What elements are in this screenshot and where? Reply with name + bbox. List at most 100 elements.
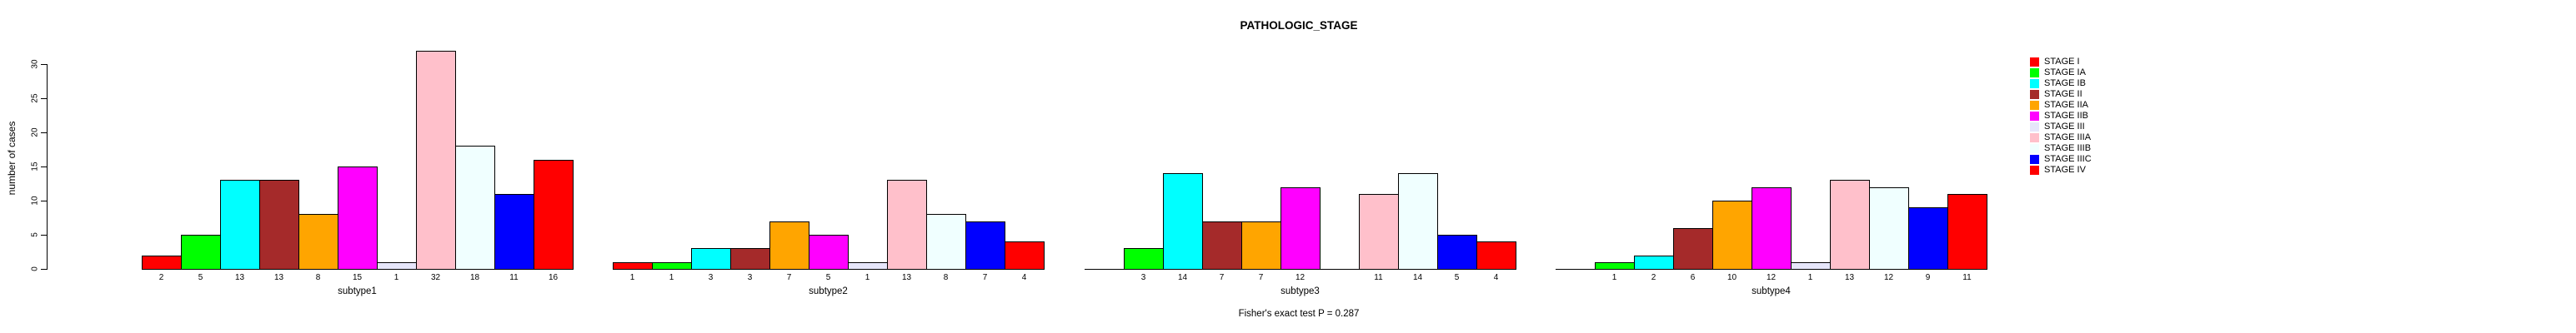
bar-subtype2-stage-ia: [652, 262, 692, 270]
y-tick-label: 25: [30, 93, 40, 103]
bar-subtype3-stage-ib: [1163, 173, 1203, 270]
bar-subtype4-stage-ia: [1595, 262, 1635, 270]
bar-subtype1-stage-ii: [259, 180, 299, 270]
bar-value-label: 14: [1412, 273, 1423, 282]
bar-subtype4-stage-ib: [1634, 256, 1674, 270]
bar-subtype3-stage-iib: [1280, 187, 1321, 270]
y-tick-label: 10: [30, 196, 40, 206]
legend-swatch: [2030, 165, 2039, 175]
bar-subtype2-stage-iib: [809, 235, 849, 270]
subplot-label-subtype1: subtype1: [338, 286, 377, 296]
bar-value-label: 6: [1690, 273, 1696, 282]
subplot-label-subtype4: subtype4: [1752, 286, 1791, 296]
bar-value-label: 4: [1493, 273, 1499, 282]
y-tick: [41, 64, 47, 65]
bar-value-label: 5: [198, 273, 203, 282]
bar-value-label: 1: [669, 273, 674, 282]
y-tick: [41, 269, 47, 270]
bar-subtype4-stage-iv: [1947, 194, 1987, 270]
legend-label: STAGE IA: [2044, 67, 2086, 77]
bar-value-label: 1: [629, 273, 635, 282]
bar-value-label: 8: [943, 273, 949, 282]
legend-label: STAGE IIIB: [2044, 142, 2092, 153]
bar-value-label: 3: [747, 273, 753, 282]
bar-subtype1-stage-iv: [534, 160, 574, 270]
y-tick-label: 0: [30, 266, 40, 271]
bar-subtype2-stage-ii: [730, 248, 770, 270]
chart-title: PATHOLOGIC_STAGE: [1240, 19, 1358, 32]
bar-subtype3-stage-ia: [1124, 248, 1164, 270]
legend-label: STAGE II: [2044, 88, 2082, 99]
bar-value-label: 1: [1807, 273, 1813, 282]
bar-subtype1-stage-iiic: [494, 194, 534, 270]
bar-value-label: 2: [158, 273, 164, 282]
bar-subtype4-stage-iiic: [1908, 207, 1948, 270]
bar-subtype3-stage-iv: [1476, 241, 1516, 270]
bar-subtype1-stage-iiib: [455, 146, 495, 270]
legend-swatch: [2030, 111, 2039, 121]
bar-value-label: 14: [1177, 273, 1188, 282]
bar-value-label: 32: [430, 273, 441, 282]
legend-swatch: [2030, 57, 2039, 67]
legend-swatch: [2030, 89, 2039, 99]
bar-subtype1-stage-i: [142, 256, 182, 270]
bar-subtype1-stage-ia: [181, 235, 221, 270]
bar-subtype1-stage-iib: [338, 166, 378, 270]
bar-value-label: 13: [234, 273, 245, 282]
legend-label: STAGE III: [2044, 121, 2085, 132]
bar-value-label: 1: [393, 273, 399, 282]
bar-subtype4-stage-iib: [1752, 187, 1792, 270]
legend-swatch: [2030, 132, 2039, 142]
y-axis-label: number of cases: [6, 121, 18, 196]
bar-subtype2-stage-ib: [691, 248, 731, 270]
bar-value-label: 10: [1727, 273, 1737, 282]
bar-subtype2-stage-iii: [848, 262, 888, 270]
bar-value-label: 5: [825, 273, 831, 282]
bar-value-label: 5: [1454, 273, 1460, 282]
bar-subtype3-stage-iia: [1241, 221, 1281, 270]
bar-value-label: 7: [1258, 273, 1264, 282]
legend-label: STAGE IIB: [2044, 110, 2088, 121]
bar-subtype4-stage-ii: [1673, 228, 1713, 270]
bar-subtype4-stage-iia: [1712, 201, 1752, 270]
bar-subtype1-stage-ib: [220, 180, 260, 270]
legend-swatch: [2030, 143, 2039, 153]
bar-value-label: 3: [708, 273, 714, 282]
y-tick: [41, 166, 47, 167]
y-tick-label: 15: [30, 162, 40, 171]
bar-value-label: 4: [1021, 273, 1027, 282]
bar-value-label: 13: [273, 273, 284, 282]
bar-value-label: 1: [1611, 273, 1617, 282]
bar-value-label: 11: [1962, 273, 1972, 282]
bar-value-label: 11: [509, 273, 519, 282]
bar-subtype1-stage-iii: [377, 262, 417, 270]
bar-subtype4-stage-iii: [1791, 262, 1831, 270]
bar-subtype1-stage-iia: [298, 214, 338, 270]
bar-subtype2-stage-i: [613, 262, 653, 270]
bar-subtype3-stage-iiia: [1359, 194, 1399, 270]
bar-value-label: 13: [901, 273, 912, 282]
bar-value-label: 16: [548, 273, 559, 282]
bar-value-label: 12: [1883, 273, 1894, 282]
bar-value-label: 8: [315, 273, 321, 282]
bar-subtype3-stage-iiic: [1437, 235, 1477, 270]
legend-swatch: [2030, 122, 2039, 132]
legend-label: STAGE IV: [2044, 164, 2086, 175]
bar-subtype2-stage-iia: [769, 221, 809, 270]
bar-value-label: 12: [1766, 273, 1777, 282]
y-tick: [41, 132, 47, 133]
legend-label: STAGE IB: [2044, 77, 2086, 88]
bar-value-label: 7: [982, 273, 988, 282]
bar-value-label: 2: [1651, 273, 1656, 282]
bar-value-label: 11: [1374, 273, 1383, 282]
bar-subtype2-stage-iiic: [965, 221, 1005, 270]
bar-subtype4-stage-iiib: [1869, 187, 1909, 270]
bar-value-label: 12: [1295, 273, 1306, 282]
y-tick-label: 5: [30, 232, 40, 237]
bar-subtype2-stage-iiib: [926, 214, 966, 270]
bar-value-label: 7: [1219, 273, 1225, 282]
y-tick: [41, 235, 47, 236]
legend-label: STAGE IIIA: [2044, 132, 2092, 142]
bar-subtype4-stage-iiia: [1830, 180, 1870, 270]
